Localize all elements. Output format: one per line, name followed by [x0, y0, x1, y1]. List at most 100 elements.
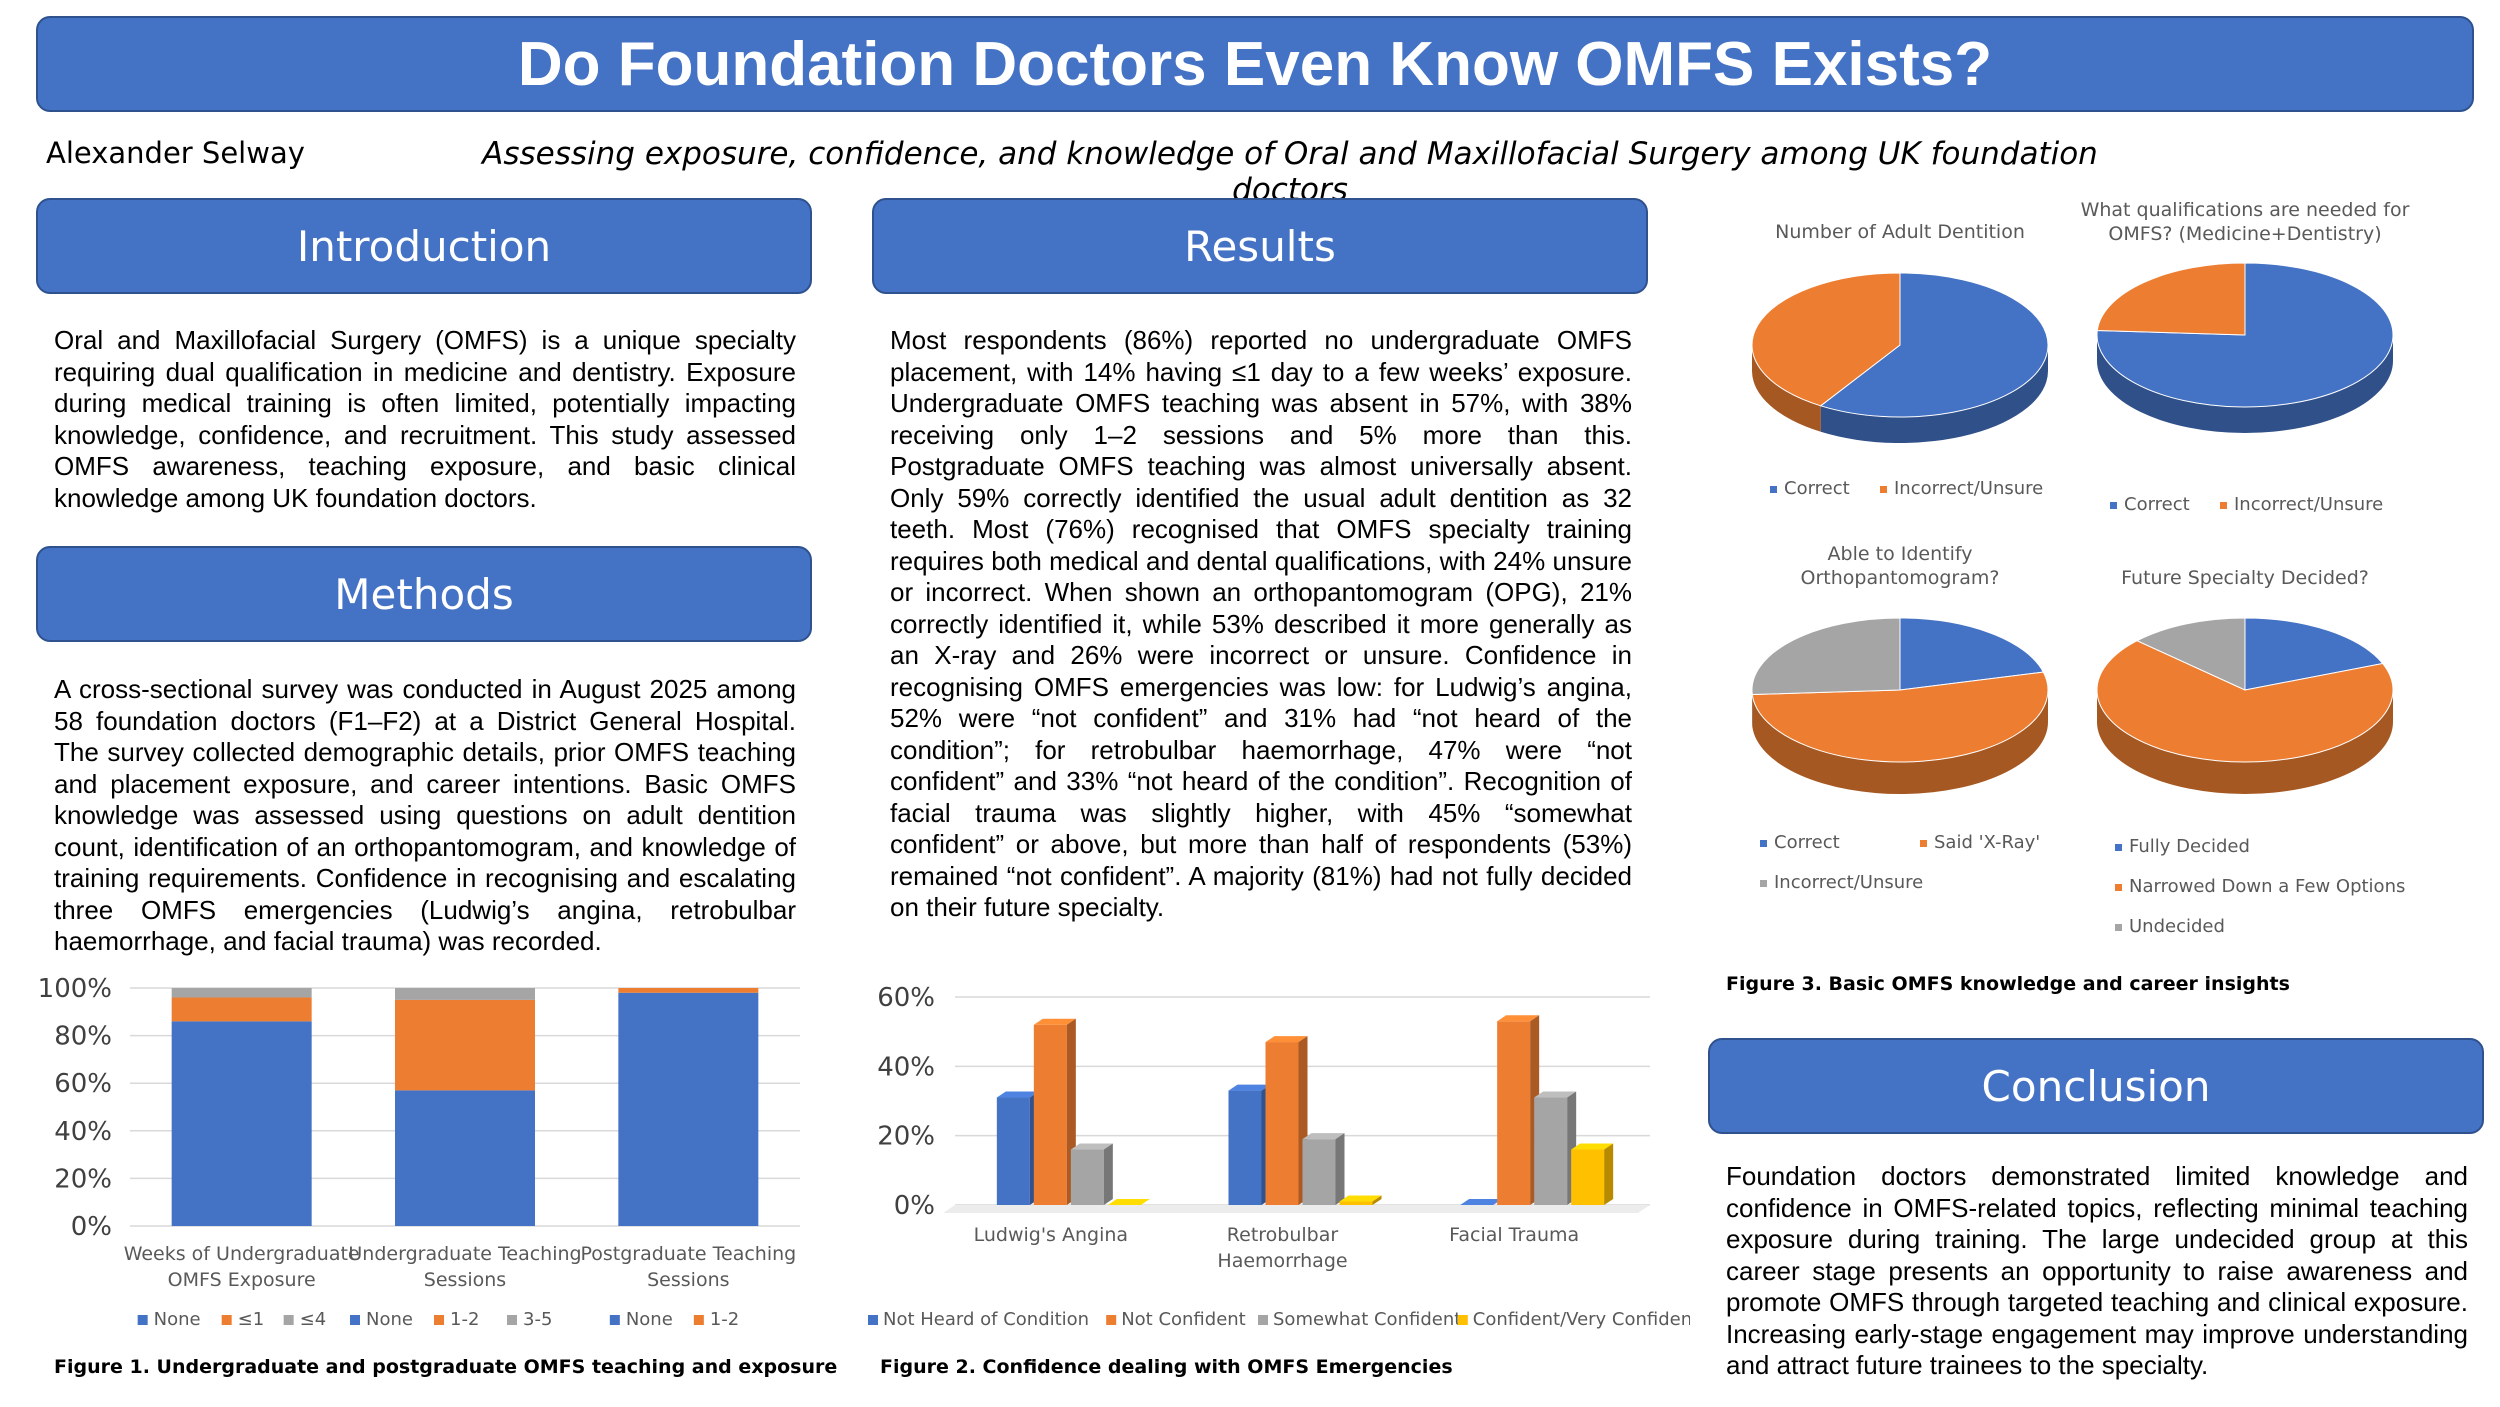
bar-segment	[171, 1021, 312, 1226]
bar-segment	[395, 999, 535, 1091]
pie-title: Orthopantomogram?	[1801, 567, 2000, 589]
legend-label: Incorrect/Unsure	[1894, 478, 2043, 499]
pie-title: Future Specialty Decided?	[2121, 567, 2369, 589]
legend-swatch	[2115, 884, 2122, 891]
bar-segment	[171, 988, 312, 998]
figure2-caption: Figure 2. Confidence dealing with OMFS E…	[880, 1356, 1453, 1378]
legend-label: Correct	[1774, 832, 1840, 853]
pie-slice-side	[2097, 690, 2393, 794]
figure1-caption: Figure 1. Undergraduate and postgraduate…	[54, 1356, 838, 1378]
legend-swatch	[868, 1315, 878, 1325]
legend-swatch	[1880, 486, 1887, 493]
legend-swatch	[1920, 840, 1927, 847]
legend-label: 1-2	[710, 1309, 739, 1330]
introduction-text: Oral and Maxillofacial Surgery (OMFS) is…	[54, 325, 796, 513]
bar	[1070, 1149, 1104, 1205]
bar	[1497, 1021, 1531, 1205]
bar-segment	[618, 988, 759, 993]
bar	[1571, 1149, 1605, 1205]
bar-top-face	[1497, 1015, 1540, 1022]
pie-title: What qualifications are needed for	[2081, 199, 2410, 221]
bar-side-face	[1103, 1143, 1113, 1205]
legend-label: Somewhat Confident	[1273, 1309, 1461, 1330]
bar-top-face	[1339, 1195, 1382, 1202]
author-name: Alexander Selway	[46, 136, 305, 170]
y-tick-label: 40%	[877, 1052, 935, 1082]
x-category-label: Haemorrhage	[1217, 1250, 1347, 1272]
bar	[1302, 1139, 1336, 1205]
legend-label: Narrowed Down a Few Options	[2129, 876, 2405, 897]
y-tick-label: 60%	[54, 1069, 112, 1099]
figure1-stacked-bar-chart: 0% 20% 40% 60% 80% 100% Weeks of Undergraduate…	[38, 974, 800, 1330]
legend-label: Not Heard of Condition	[883, 1309, 1089, 1330]
pie-slice	[2096, 640, 2394, 763]
bar-top-face	[996, 1091, 1039, 1098]
legend-swatch	[434, 1315, 444, 1325]
pie-slice	[1751, 671, 2049, 763]
legend-swatch	[507, 1315, 517, 1325]
bar-top-face	[1070, 1143, 1113, 1150]
bar	[1033, 1024, 1067, 1205]
figure2-3d-bar-chart: 0% 20% 40% 60% Ludwig's Angina Retrobulbar Hae…	[868, 983, 1690, 1330]
pie-title: Number of Adult Dentition	[1775, 221, 2025, 243]
y-tick-label: 20%	[877, 1122, 935, 1152]
bar-top-face	[1302, 1133, 1345, 1140]
x-category-label: Ludwig's Angina	[974, 1224, 1128, 1246]
bar-top-face	[1534, 1091, 1577, 1098]
x-category-label: Undergraduate Teaching	[348, 1243, 581, 1265]
bar-top-face	[1265, 1036, 1308, 1043]
x-category-label: Weeks of Undergraduate	[124, 1243, 360, 1265]
pie-slice	[1899, 617, 2045, 691]
pie-slice	[1751, 617, 1901, 696]
legend-label: Fully Decided	[2129, 836, 2250, 857]
bar-top-face	[1571, 1143, 1614, 1150]
introduction-heading: Introduction	[36, 198, 812, 294]
figure3-pie-charts: Number of Adult Dentition Correct Incorrec…	[1751, 199, 2410, 937]
pie-title: OMFS? (Medicine+Dentistry)	[2108, 223, 2381, 245]
legend-swatch	[1457, 1315, 1468, 1325]
legend-label: None	[154, 1309, 201, 1330]
bar	[1228, 1090, 1262, 1205]
legend-swatch	[609, 1315, 620, 1325]
legend-label: 1-2	[450, 1309, 479, 1330]
pie-slice	[1819, 272, 2049, 418]
conclusion-heading: Conclusion	[1708, 1038, 2484, 1134]
legend-swatch	[221, 1315, 232, 1325]
y-tick-label: 0%	[71, 1212, 112, 1242]
legend-label: Incorrect/Unsure	[2234, 494, 2383, 515]
legend-swatch	[2110, 502, 2117, 509]
legend-swatch	[283, 1315, 294, 1325]
pie-slice	[2244, 617, 2384, 691]
bar	[1534, 1097, 1568, 1205]
x-category-label: Sessions	[424, 1269, 506, 1291]
pie-slice-side	[1752, 690, 2048, 795]
figure3-caption: Figure 3. Basic OMFS knowledge and caree…	[1726, 973, 2290, 995]
pie-slice-side	[1752, 345, 1821, 432]
pie-slice-side	[2097, 335, 2393, 433]
legend-label: Correct	[2124, 494, 2190, 515]
pie-slice	[2135, 617, 2246, 691]
methods-heading: Methods	[36, 546, 812, 642]
legend-swatch	[1760, 840, 1767, 847]
x-category-label: Retrobulbar	[1227, 1224, 1339, 1246]
legend-label: Incorrect/Unsure	[1774, 872, 1923, 893]
bar	[996, 1097, 1030, 1205]
legend-swatch	[2115, 924, 2122, 931]
bar-side-face	[1604, 1143, 1614, 1205]
legend-swatch	[350, 1315, 360, 1325]
legend-label: None	[366, 1309, 413, 1330]
x-category-label: Facial Trauma	[1449, 1224, 1579, 1246]
x-category-label: OMFS Exposure	[168, 1269, 316, 1291]
methods-text: A cross-sectional survey was conducted i…	[54, 674, 796, 956]
legend-swatch	[1760, 880, 1767, 887]
legend-label: Correct	[1784, 478, 1850, 499]
legend-swatch	[137, 1315, 148, 1325]
y-tick-label: 40%	[54, 1117, 112, 1147]
bar-segment	[618, 992, 759, 1226]
chart-floor	[943, 1205, 1650, 1213]
legend-swatch	[693, 1315, 704, 1325]
y-tick-label: 20%	[54, 1164, 112, 1194]
legend-label: Undecided	[2129, 916, 2225, 937]
legend-label: None	[626, 1309, 673, 1330]
legend-label: 3-5	[523, 1309, 552, 1330]
